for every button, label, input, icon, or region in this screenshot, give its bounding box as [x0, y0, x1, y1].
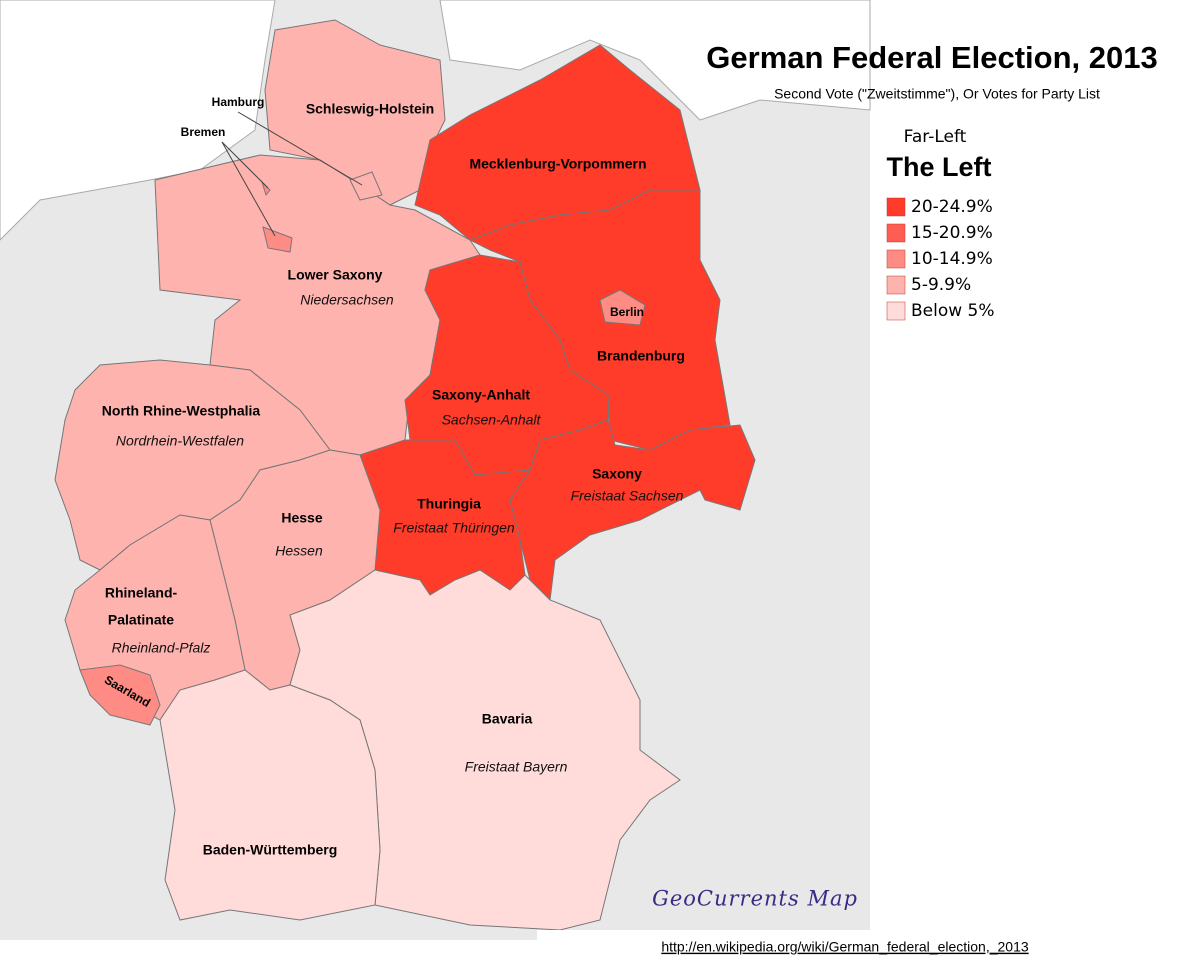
region-name: Berlin	[610, 305, 644, 319]
region-name: Thuringia	[417, 496, 481, 512]
region-local-name: Nordrhein-Westfalen	[116, 433, 244, 449]
legend-label: Below 5%	[911, 301, 995, 321]
legend-heading: The Left	[887, 152, 992, 182]
leader-line	[221, 141, 269, 189]
region-name: Schleswig-Holstein	[306, 101, 434, 117]
region-name: Bavaria	[482, 711, 533, 727]
region	[509, 419, 756, 602]
regions	[54, 19, 756, 931]
title: German Federal Election, 2013	[706, 40, 1157, 75]
region	[599, 289, 646, 326]
source-box	[537, 930, 1180, 964]
region-local-name: Sachsen-Anhalt	[442, 412, 542, 428]
credit: GeoCurrents Map	[652, 887, 858, 911]
region-local-name: Freistaat Thüringen	[393, 520, 515, 536]
region-name: Bremen	[181, 125, 226, 139]
region-local-name: Freistaat Sachsen	[571, 488, 684, 504]
legend-label: 10-14.9%	[911, 249, 993, 269]
source-link[interactable]: http://en.wikipedia.org/wiki/German_fede…	[661, 939, 1029, 955]
legend-swatch	[886, 223, 906, 243]
region-name: Saxony	[592, 466, 642, 482]
region	[349, 171, 383, 201]
legend-kicker: Far-Left	[904, 127, 967, 147]
region-name: Hamburg	[212, 95, 265, 109]
legend-swatch	[886, 301, 906, 321]
region-local-name: Niedersachsen	[300, 292, 394, 308]
region-local-name: Hessen	[275, 543, 323, 559]
region-name: North Rhine-Westphalia	[102, 403, 261, 419]
legend-swatch	[886, 197, 906, 217]
region	[262, 226, 293, 253]
leader-line	[237, 111, 363, 186]
region-name: Hesse	[281, 510, 322, 526]
leader-line	[221, 141, 276, 237]
region-name: Rhineland-	[105, 585, 178, 601]
region-name: Palatinate	[108, 612, 174, 628]
region	[159, 669, 381, 921]
legend-label: 15-20.9%	[911, 223, 993, 243]
region-local-name: Freistaat Bayern	[465, 759, 568, 775]
region-name: Baden-Württemberg	[203, 842, 338, 858]
region	[79, 664, 161, 726]
baltic-sea	[439, 0, 871, 121]
subtitle: Second Vote ("Zweitstimme"), Or Votes fo…	[774, 86, 1100, 102]
region-name: Mecklenburg-Vorpommern	[469, 156, 646, 172]
legend-swatch	[886, 249, 906, 269]
region-name: Saxony-Anhalt	[432, 387, 530, 403]
legend-label: 20-24.9%	[911, 197, 993, 217]
legend-swatch	[886, 275, 906, 295]
legend: 20-24.9% 15-20.9% 10-14.9% 5-9.9% Below 5%	[886, 197, 995, 321]
region-name: Brandenburg	[597, 348, 685, 364]
legend-label: 5-9.9%	[911, 275, 971, 295]
region-name: Lower Saxony	[288, 267, 383, 283]
region-local-name: Rheinland-Pfalz	[112, 640, 211, 656]
